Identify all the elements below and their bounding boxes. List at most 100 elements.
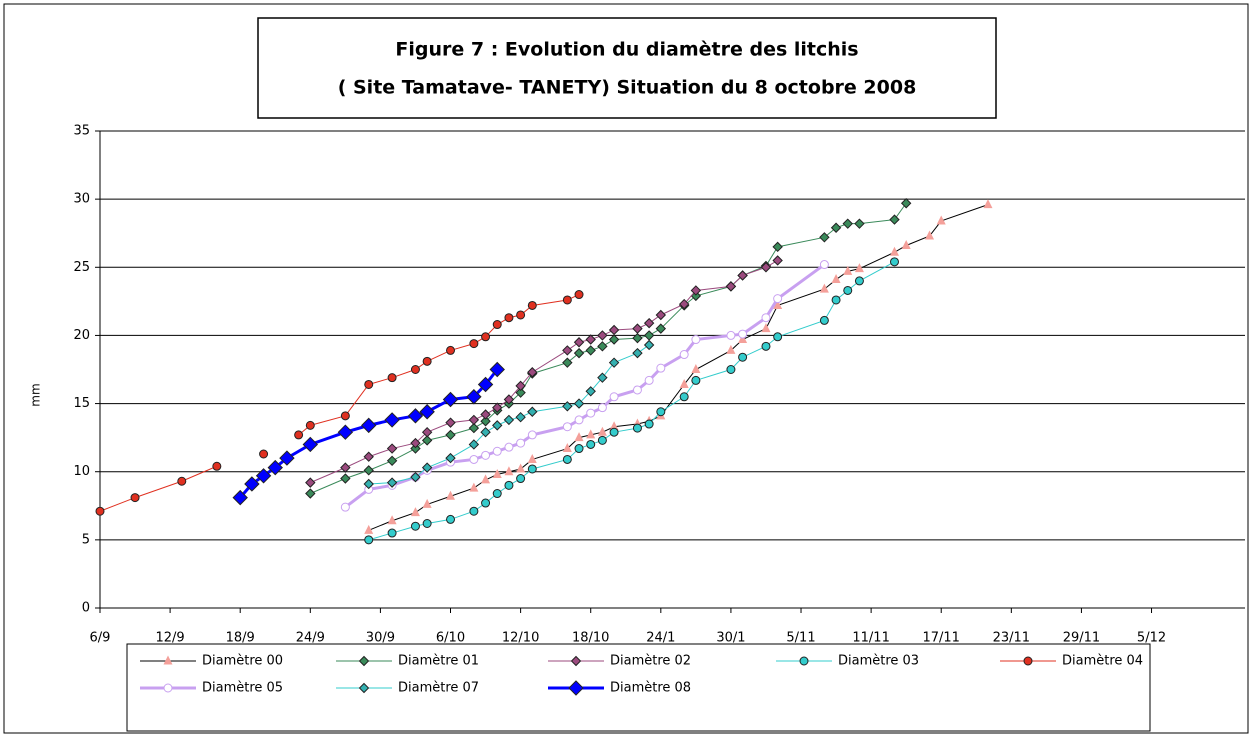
data-point: [466, 389, 482, 405]
data-point: [363, 451, 374, 462]
data-point: [477, 376, 494, 393]
data-point: [854, 218, 865, 229]
data-point: [562, 357, 573, 368]
data-point: [737, 270, 748, 281]
data-point: [421, 462, 433, 473]
data-point: [364, 379, 374, 389]
data-point: [644, 375, 654, 385]
data-point: [562, 443, 572, 453]
data-point: [481, 474, 491, 484]
data-point: [597, 426, 607, 436]
data-point: [504, 442, 514, 452]
data-point: [468, 439, 480, 450]
data-point: [302, 436, 319, 453]
data-point: [562, 345, 573, 356]
data-point: [726, 330, 736, 340]
chart-title: Figure 7 : Evolution du diamètre des lit…: [395, 39, 858, 61]
x-tick-label: 24/9: [296, 631, 325, 646]
data-point: [212, 461, 222, 471]
data-point: [900, 198, 912, 209]
data-point: [410, 437, 421, 449]
data-point: [656, 363, 666, 373]
data-point: [819, 283, 829, 293]
data-point: [422, 519, 432, 529]
data-point: [574, 444, 584, 454]
data-point: [232, 489, 248, 506]
x-tick-label: 5/11: [786, 631, 815, 646]
y-tick-label: 25: [73, 260, 90, 275]
data-point: [527, 430, 537, 440]
legend-label: Diamètre 03: [838, 654, 919, 669]
series-line: [99, 294, 580, 512]
data-point: [469, 454, 479, 464]
x-tick-label: 12/9: [156, 631, 185, 646]
data-point: [177, 476, 187, 486]
data-point: [574, 415, 584, 425]
data-point: [608, 334, 620, 345]
data-point: [819, 232, 830, 243]
data-point: [480, 426, 491, 438]
data-point: [761, 313, 771, 323]
legend-marker: [358, 655, 370, 667]
x-tick-label: 5/12: [1137, 631, 1166, 646]
data-point: [267, 459, 283, 476]
data-point: [387, 528, 397, 538]
data-point: [632, 423, 642, 433]
data-point: [340, 462, 351, 473]
data-point: [340, 502, 350, 512]
data-point: [691, 364, 701, 373]
data-point: [901, 239, 911, 249]
data-point: [773, 332, 783, 342]
data-point: [585, 334, 596, 345]
x-tick-label: 12/10: [502, 631, 539, 646]
x-tick-label: 30/9: [366, 631, 395, 646]
data-point: [481, 450, 491, 460]
data-point: [527, 367, 538, 378]
data-point: [492, 468, 502, 478]
data-point: [760, 262, 772, 273]
data-point: [410, 521, 420, 531]
data-point: [516, 463, 526, 473]
data-point: [527, 464, 537, 474]
plot-area: [100, 131, 1245, 608]
data-point: [726, 365, 736, 374]
data-point: [656, 407, 666, 417]
data-point: [340, 473, 351, 484]
data-point: [516, 438, 526, 448]
data-point: [421, 435, 433, 446]
data-point: [492, 320, 502, 330]
x-tick-label: 29/11: [1063, 631, 1100, 646]
data-point: [726, 344, 736, 354]
data-point: [305, 488, 316, 499]
data-point: [340, 411, 350, 421]
data-point: [445, 452, 456, 464]
data-point: [469, 506, 479, 516]
data-point: [446, 490, 456, 500]
y-tick-label: 5: [82, 532, 90, 547]
data-point: [480, 409, 491, 420]
data-point: [504, 313, 514, 323]
data-point: [889, 214, 900, 225]
data-point: [516, 474, 526, 484]
data-point: [632, 347, 643, 359]
data-point: [691, 335, 701, 345]
data-point: [574, 290, 584, 300]
legend-marker: [570, 655, 582, 667]
data-point: [468, 414, 480, 426]
data-point: [562, 295, 572, 305]
data-point: [562, 454, 572, 464]
title-box: [257, 17, 997, 119]
data-point: [515, 387, 526, 398]
data-point: [586, 408, 596, 418]
data-point: [515, 411, 526, 423]
data-point: [469, 339, 479, 349]
x-tick-label: 18/9: [226, 631, 255, 646]
legend-label: Diamètre 07: [398, 681, 479, 696]
data-point: [337, 424, 354, 440]
data-point: [386, 443, 398, 454]
data-point: [95, 506, 105, 516]
data-point: [889, 257, 899, 267]
data-point: [725, 281, 737, 292]
legend-marker: [568, 680, 584, 696]
data-point: [279, 450, 295, 466]
